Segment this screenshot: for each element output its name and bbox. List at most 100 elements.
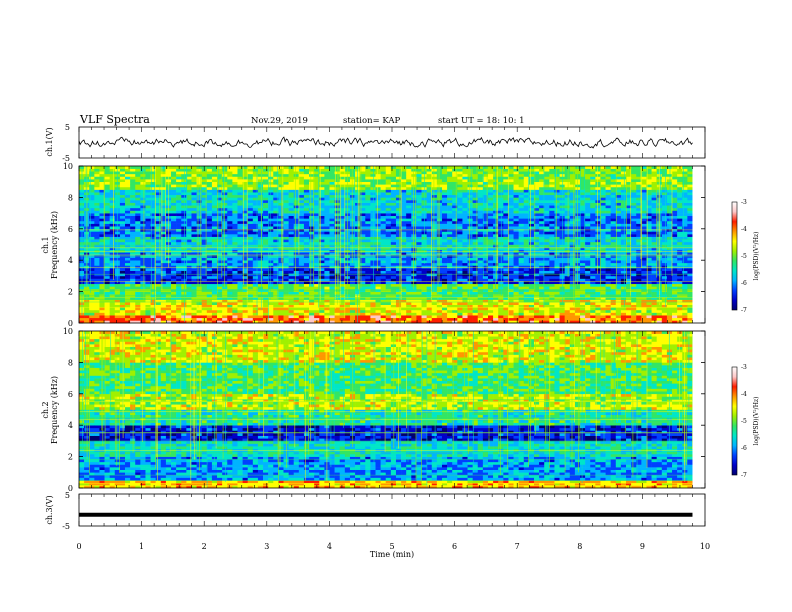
spec1-cell [314, 173, 320, 177]
spec1-cell [401, 202, 407, 206]
spec1-cell [467, 278, 473, 282]
spec1-cell [268, 197, 274, 201]
spec1-cell [268, 168, 274, 172]
spec1-cell [390, 228, 397, 232]
spec1-cell [109, 254, 116, 258]
spec1-cell [155, 247, 162, 251]
spec1-cell [385, 320, 392, 324]
spec1-cell [324, 291, 330, 295]
spec1-cell [309, 265, 315, 269]
spec1-cell [99, 312, 105, 316]
spec1-cell [472, 239, 479, 243]
spec1-cell [273, 307, 279, 311]
spec1-cell [477, 186, 484, 190]
spec1-cell [278, 286, 284, 290]
spec1-cell [314, 181, 320, 185]
spec1-cell [130, 197, 136, 201]
spec1-cell [247, 234, 254, 237]
spec1-cell [99, 231, 105, 235]
spec1-cell [186, 236, 192, 240]
spec1-cell [140, 200, 146, 203]
spec1-cell [288, 239, 295, 243]
spec1-cell [160, 309, 167, 313]
spec1-cell [278, 304, 284, 308]
spec1-cell [411, 181, 417, 185]
spec1-cell [441, 223, 448, 227]
spec1-cell [309, 186, 315, 190]
spec1-cell [324, 283, 330, 287]
spec1-cell [349, 317, 356, 321]
spec1-cell [303, 231, 310, 235]
spec1-cell [472, 218, 479, 222]
spec1-cell [462, 241, 468, 245]
spec1-cell [385, 189, 392, 193]
spec1-cell [247, 268, 254, 271]
spec1-cell [436, 304, 443, 308]
spec1-cell [426, 168, 433, 172]
spec1-cell [339, 268, 346, 271]
spec1-cell [268, 223, 274, 227]
spec1-cell [431, 312, 438, 316]
spec1-cell [94, 249, 100, 253]
spec1-cell [477, 320, 484, 324]
spec1-cell [431, 192, 438, 196]
spec1-cell [319, 296, 325, 300]
spec1-cell [288, 228, 295, 232]
spec1-cell [176, 278, 182, 282]
spec1-cell [130, 257, 136, 261]
spec1-cell [119, 307, 126, 311]
spec1-cell [176, 302, 182, 305]
spec1-cell [242, 249, 248, 253]
spec1-cell [411, 304, 417, 308]
spec1-cell [99, 247, 105, 251]
spec1-cell [375, 223, 381, 227]
spec1-cell [329, 254, 335, 258]
spec1-cell [237, 254, 243, 258]
spec1-cell [390, 302, 397, 305]
spec1-cell [339, 236, 346, 240]
spec1-cell [94, 304, 100, 308]
spec1-cell [426, 260, 433, 264]
spec1-cell [375, 184, 381, 188]
spec1-cell [431, 231, 438, 235]
spec1-cell [421, 179, 427, 182]
spec1-cell [130, 207, 136, 211]
spec1-cell [247, 192, 254, 196]
spec1-cell [191, 268, 197, 271]
spec1-cell [482, 262, 489, 266]
spec1-cell [349, 231, 356, 235]
spec1-cell [196, 275, 202, 279]
spec1-cell [370, 236, 376, 240]
spec1-cell [467, 223, 473, 227]
spec1-cell [487, 291, 494, 295]
spec1-cell [314, 179, 320, 182]
spec1-cell [462, 207, 468, 211]
spec1-cell [349, 278, 356, 282]
spec1-cell [380, 299, 387, 303]
spec1-cell [447, 296, 453, 300]
spec1-cell [252, 296, 259, 300]
spec1-cell [242, 281, 248, 285]
spec1-cell [109, 302, 116, 305]
spec1-cell [309, 194, 315, 198]
spec1-cell [191, 249, 197, 253]
spec1-cell [104, 234, 110, 237]
spec1-cell [493, 307, 499, 311]
spec1-cell [104, 273, 110, 277]
spec1-cell [273, 283, 279, 287]
spec1-cell [365, 228, 371, 232]
spec1-cell [452, 166, 458, 169]
spec1-cell [426, 296, 433, 300]
spec1-cell [125, 176, 131, 180]
spec1-cell [252, 286, 259, 290]
spec1-cell [232, 218, 238, 222]
spec1-cell [462, 296, 468, 300]
spec1-cell [365, 184, 371, 188]
spec1-cell [365, 171, 371, 175]
spec1-cell [426, 309, 433, 313]
spec1-cell [344, 307, 351, 311]
spec1-cell [288, 268, 295, 271]
spec1-cell [426, 254, 433, 258]
spec1-cell [150, 281, 156, 285]
spec1-cell [227, 257, 233, 261]
